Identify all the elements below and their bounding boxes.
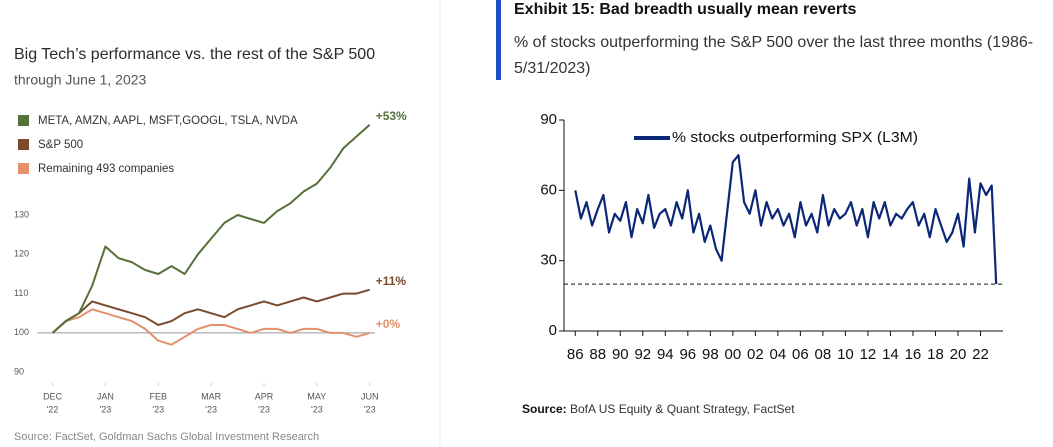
x-tick-label: DEC [43, 391, 63, 401]
chart-subtitle: % of stocks outperforming the S&P 500 ov… [514, 34, 1034, 77]
series-line [51, 123, 371, 334]
x-tick-label: 90 [612, 346, 629, 363]
x-tick-label: JUN [361, 391, 379, 401]
legend-label: % stocks outperforming SPX (L3M) [672, 129, 918, 146]
x-tick-label: 08 [815, 346, 832, 363]
series-line [51, 288, 370, 334]
x-tick-label: 14 [882, 346, 899, 363]
legend-swatch [18, 139, 29, 150]
x-tick-label: '23 [152, 404, 164, 414]
legend-label: META, AMZN, AAPL, MSFT,GOOGL, TSLA, NVDA [38, 115, 298, 127]
series-line [574, 154, 998, 285]
x-tick-label: 02 [747, 346, 764, 363]
x-tick-label: JAN [97, 391, 114, 401]
x-tick-label: 94 [657, 346, 674, 363]
y-tick-label: 100 [14, 327, 29, 337]
source: BofA US Equity & Quant Strategy, FactSet [570, 402, 795, 416]
x-tick-label: 98 [702, 346, 719, 363]
y-tick-label: 90 [14, 367, 24, 377]
subtitle-box: % of stocks outperforming the S&P 500 ov… [514, 34, 1034, 77]
source-label: Source: [522, 402, 567, 416]
x-tick-label: 12 [860, 346, 877, 363]
legend-label: S&P 500 [38, 139, 83, 151]
x-tick-label: APR [255, 391, 274, 401]
chart-title: Big Tech’s performance vs. the rest of t… [14, 46, 375, 63]
chart-subtitle: through June 1, 2023 [14, 72, 147, 88]
left-card [0, 0, 441, 447]
y-tick-label: 110 [14, 288, 28, 298]
x-tick-label: MAY [307, 391, 326, 401]
x-tick-label: 96 [679, 346, 696, 363]
x-tick-label: '23 [258, 404, 270, 414]
x-tick-label: '23 [311, 404, 323, 414]
x-tick-label: MAR [201, 391, 222, 401]
x-tick-label: 00 [725, 346, 742, 363]
end-label: +0% [376, 317, 401, 331]
chart-title: Exhibit 15: Bad breadth usually mean rev… [514, 1, 856, 18]
x-tick-label: 16 [905, 346, 922, 363]
x-tick-label: '23 [100, 404, 112, 414]
x-tick-label: 20 [950, 346, 967, 363]
x-tick-label: 92 [634, 346, 651, 363]
legend-swatch [18, 115, 29, 126]
y-tick-label: 30 [540, 252, 557, 269]
accent-bar [496, 0, 501, 80]
x-tick-label: 86 [567, 346, 584, 363]
x-tick-label: 88 [589, 346, 606, 363]
legend-label: Remaining 493 companies [38, 163, 174, 175]
y-tick-label: 60 [540, 181, 557, 198]
y-tick-label: 0 [549, 322, 557, 339]
x-tick-label: '23 [205, 404, 217, 414]
x-tick-label: '22 [47, 404, 59, 414]
y-tick-label: 120 [14, 249, 29, 259]
end-label: +11% [376, 274, 407, 288]
series-line [51, 308, 370, 346]
x-tick-label: '23 [364, 404, 376, 414]
source: Source: FactSet, Goldman Sachs Global In… [14, 431, 319, 443]
x-tick-label: 06 [792, 346, 809, 363]
x-tick-label: 18 [927, 346, 944, 363]
y-tick-label: 130 [14, 209, 29, 219]
x-tick-label: 04 [770, 346, 787, 363]
x-tick-label: 22 [972, 346, 989, 363]
x-tick-label: FEB [150, 391, 168, 401]
end-label: +53% [376, 109, 407, 123]
x-tick-label: 10 [837, 346, 854, 363]
legend-swatch [18, 163, 29, 174]
y-tick-label: 90 [540, 111, 557, 128]
